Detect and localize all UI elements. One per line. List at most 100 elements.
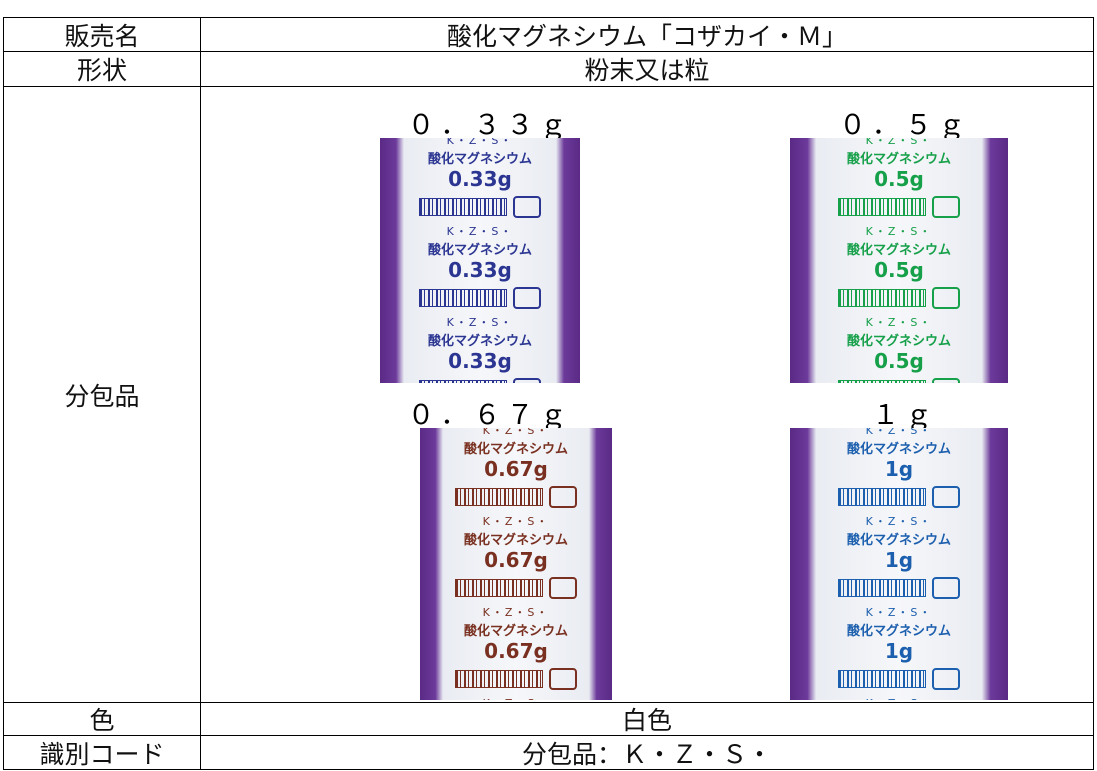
packet-content: K・Z・S・ 酸化マグネシウム 0.67g K・Z・S・ 酸化マグネシウム 0.67g K・… <box>420 428 612 700</box>
barcode-lines <box>455 579 543 597</box>
packet-brand: K・Z・S・ <box>446 225 514 238</box>
recycle-mark <box>932 378 960 383</box>
row-header: 形状 <box>3 51 201 87</box>
packet-brand: K・Z・S・ <box>483 695 550 700</box>
barcode-lines <box>419 289 507 307</box>
packet-photo: K・Z・S・ 酸化マグネシウム 0.33g K・Z・S・ 酸化マグネシウム 0.33g K・… <box>380 138 580 383</box>
packet-name: 酸化マグネシウム <box>846 624 951 639</box>
packet-brand: K・Z・S・ <box>865 316 933 329</box>
packet-unit: K・Z・S・酸化マグネシウム 0.5g <box>847 138 951 191</box>
recycle-mark <box>549 577 577 599</box>
packet-brand: K・Z・S・ <box>866 695 933 700</box>
packet-photo: K・Z・S・ 酸化マグネシウム 0.5g K・Z・S・ 酸化マグネシウム 0.5g K・Z・… <box>790 138 1008 383</box>
packet-unit: K・Z・S・酸化マグネシウム 0.5g <box>847 314 951 373</box>
barcode <box>838 378 960 383</box>
packet-unit: K・Z・S・酸化マグネシウム 0.5g <box>847 223 951 282</box>
packet-unit: K・Z・S・酸化マグネシウム 0.33g <box>428 314 532 373</box>
recycle-mark <box>513 378 541 383</box>
packet-photo: K・Z・S・ 酸化マグネシウム 0.67g K・Z・S・ 酸化マグネシウム 0.67g K・… <box>420 428 612 700</box>
row-header: 販売名 <box>3 17 201 52</box>
barcode-lines <box>419 198 507 216</box>
recycle-mark <box>932 668 960 690</box>
packet-name: 酸化マグネシウム <box>846 442 951 457</box>
packet-brand: K・Z・S・ <box>482 606 550 619</box>
packet-name: 酸化マグネシウム <box>427 334 532 349</box>
barcode <box>455 577 577 599</box>
recycle-mark <box>932 196 960 218</box>
row-value: 酸化マグネシウム「コザカイ・Ｍ」 <box>200 17 1094 52</box>
recycle-mark <box>513 196 541 218</box>
row-header: 分包品 <box>3 86 201 703</box>
packet-dose: 0.67g <box>484 639 548 663</box>
packet-dose: 1g <box>884 548 914 572</box>
barcode <box>838 486 960 508</box>
packet-name: 酸化マグネシウム <box>846 334 951 349</box>
page: {"table":{"rows":[ {"header":"販売名","valu… <box>3 17 1094 770</box>
packet-unit: K・Z・S・酸化マグネシウム 0.33g <box>428 138 532 191</box>
barcode <box>838 196 960 218</box>
packet-label: １ｇ <box>872 400 938 431</box>
packet-name: 酸化マグネシウム <box>846 533 951 548</box>
packet-brand: K・Z・S・ <box>446 138 514 147</box>
barcode <box>419 378 541 383</box>
barcode <box>838 287 960 309</box>
recycle-mark <box>549 668 577 690</box>
packet-brand: K・Z・S・ <box>865 225 933 238</box>
packet-brand: K・Z・S・ <box>865 606 933 619</box>
recycle-mark <box>549 486 577 508</box>
recycle-mark <box>932 287 960 309</box>
barcode-lines <box>455 488 543 506</box>
packet-dose: 0.5g <box>874 349 924 373</box>
barcode <box>838 668 960 690</box>
packet-content: K・Z・S・ 酸化マグネシウム 0.5g K・Z・S・ 酸化マグネシウム 0.5g K・Z・… <box>790 138 1008 383</box>
barcode <box>838 577 960 599</box>
packet-dose: 0.33g <box>448 349 512 373</box>
packet-dose: 0.33g <box>448 167 512 191</box>
packet-name: 酸化マグネシウム <box>463 442 568 457</box>
packet-name: 酸化マグネシウム <box>427 243 532 258</box>
barcode-lines <box>838 579 926 597</box>
packet-brand: K・Z・S・ <box>865 138 933 147</box>
packet-label: ０．６７ｇ <box>407 400 573 431</box>
packet-name: 酸化マグネシウム <box>846 243 951 258</box>
packet-dose: 0.67g <box>484 548 548 572</box>
packet-content: K・Z・S・ 酸化マグネシウム 0.33g K・Z・S・ 酸化マグネシウム 0.33g K・… <box>380 138 580 383</box>
recycle-mark <box>513 287 541 309</box>
packet-dose: 0.33g <box>448 258 512 282</box>
barcode <box>455 486 577 508</box>
recycle-mark <box>932 486 960 508</box>
recycle-mark <box>932 577 960 599</box>
packet-name: 酸化マグネシウム <box>427 152 532 167</box>
barcode-lines <box>838 198 926 216</box>
packet-photo: K・Z・S・ 酸化マグネシウム 1g K・Z・S・ 酸化マグネシウム 1g K・Z・S・ 酸化… <box>790 428 1008 700</box>
barcode-lines <box>838 380 926 383</box>
row-value: 粉末又は粒 <box>200 51 1094 87</box>
packet-dose: 0.5g <box>874 167 924 191</box>
packet-name: 酸化マグネシウム <box>463 624 568 639</box>
packet-label: ０．５ｇ <box>839 110 971 141</box>
packet-brand: K・Z・S・ <box>446 316 514 329</box>
packet-name: 酸化マグネシウム <box>463 533 568 548</box>
packet-brand: K・Z・S・ <box>482 515 550 528</box>
packet-dose: 0.5g <box>874 258 924 282</box>
packet-dose: 0.67g <box>484 457 548 481</box>
barcode-lines <box>838 670 926 688</box>
packet-name: 酸化マグネシウム <box>846 152 951 167</box>
packet-content: K・Z・S・ 酸化マグネシウム 1g K・Z・S・ 酸化マグネシウム 1g K・Z・S・ 酸化… <box>790 428 1008 700</box>
packet-brand: K・Z・S・ <box>865 515 933 528</box>
packet-dose: 1g <box>884 457 914 481</box>
barcode-lines <box>455 670 543 688</box>
row-header: 色 <box>3 702 201 736</box>
packet-unit: K・Z・S・酸化マグネシウム 0.33g <box>428 223 532 282</box>
barcode <box>419 287 541 309</box>
row-value: 白色 <box>200 702 1094 736</box>
barcode <box>455 668 577 690</box>
packet-brand: K・Z・S・ <box>482 428 550 437</box>
packet-dose: 1g <box>884 639 914 663</box>
